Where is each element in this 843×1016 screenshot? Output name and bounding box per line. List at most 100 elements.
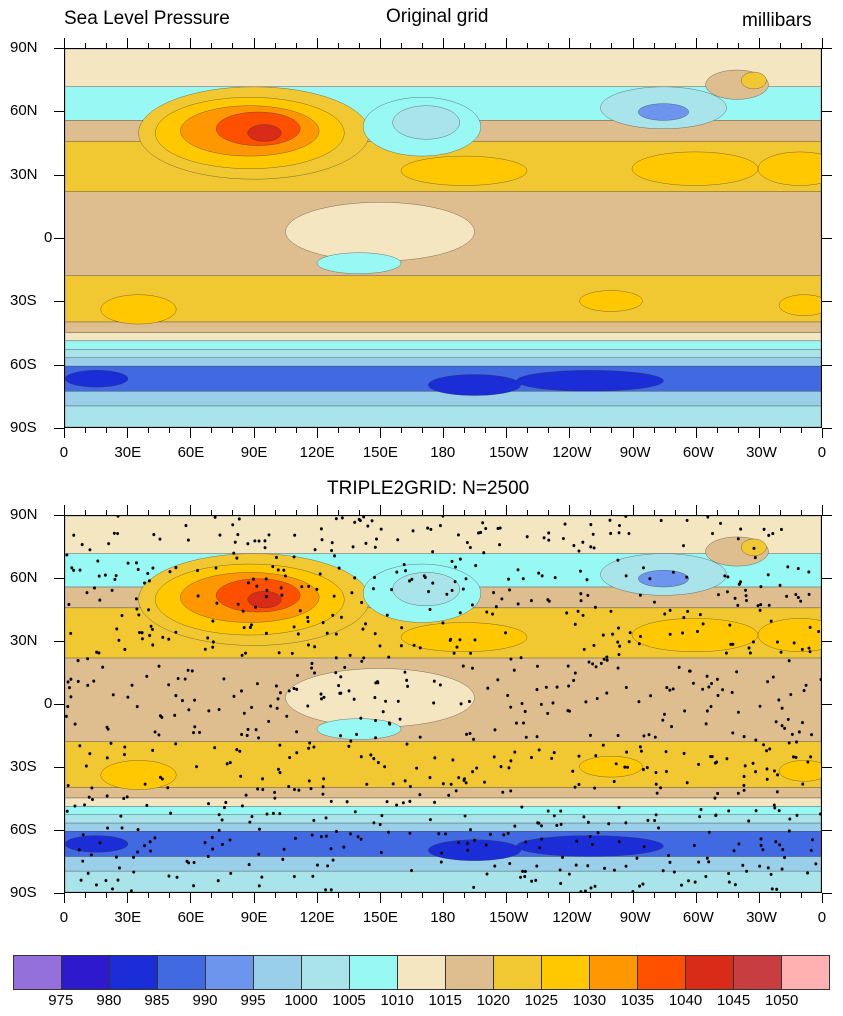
lon-tick (443, 893, 444, 903)
station-dot (577, 782, 581, 787)
pressure-band-1005 (65, 340, 821, 350)
station-dot (776, 640, 779, 644)
station-dot (345, 800, 349, 804)
station-dot (682, 751, 686, 756)
station-dot (244, 651, 248, 655)
station-dot (116, 516, 120, 518)
station-dot (790, 732, 794, 736)
lon-tick (400, 510, 402, 515)
station-dot (765, 777, 769, 781)
lat-tick (54, 767, 64, 768)
station-dot (158, 775, 162, 779)
station-dot (696, 629, 699, 634)
station-dot (612, 779, 616, 784)
station-dot (752, 546, 756, 550)
station-dot (278, 691, 282, 695)
station-dot (553, 576, 557, 580)
station-dot (122, 752, 126, 757)
station-dot (173, 713, 177, 717)
station-dot (66, 704, 70, 709)
station-dot (715, 677, 719, 681)
station-dot (217, 828, 221, 832)
lon-tick (779, 43, 781, 48)
station-dot (588, 834, 592, 839)
station-dot (312, 745, 316, 749)
station-dot (512, 668, 516, 672)
station-dot (232, 551, 236, 555)
lon-tick (443, 428, 444, 438)
station-dot (659, 786, 663, 790)
station-dot (706, 516, 710, 519)
station-dot (492, 591, 496, 595)
station-dot (206, 636, 210, 640)
lon-tick (316, 38, 318, 48)
station-dot (334, 632, 338, 636)
station-dot (77, 848, 81, 852)
station-dot (780, 706, 784, 710)
lon-tick (590, 510, 592, 515)
station-dot (117, 866, 121, 870)
station-dot (483, 780, 486, 784)
lon-tick (64, 505, 65, 515)
station-dot (70, 566, 74, 570)
station-dot (403, 779, 407, 783)
pressure-contour-1025 (778, 760, 821, 782)
station-dot (339, 675, 343, 679)
lon-tick (232, 510, 234, 515)
station-dot (332, 594, 336, 598)
station-dot (639, 749, 643, 753)
station-dot (276, 568, 280, 572)
lon-label: 90E (240, 444, 268, 461)
station-dot (161, 635, 165, 639)
station-dot (736, 710, 740, 714)
station-dot (647, 733, 651, 737)
pressure-contour-1025 (400, 155, 528, 186)
station-dot (192, 731, 196, 735)
station-dot (334, 656, 338, 660)
station-dot (76, 658, 80, 663)
station-dot (153, 836, 157, 840)
colorbar-swatch (158, 956, 206, 989)
station-dot (333, 554, 337, 558)
colorbar-label: 1005 (332, 992, 366, 1009)
station-dot (391, 782, 395, 786)
lon-tick (232, 893, 234, 898)
station-dot (486, 686, 490, 690)
colorbar-label: 1010 (380, 992, 414, 1009)
station-dot (777, 698, 781, 702)
station-dot (575, 839, 579, 843)
station-dot (608, 518, 612, 522)
station-dot (396, 699, 400, 703)
station-dot (358, 518, 362, 523)
station-dot (450, 559, 454, 563)
station-dot (126, 561, 130, 565)
station-dot (797, 730, 801, 734)
station-dot (453, 580, 457, 584)
lon-tick (169, 428, 171, 433)
station-dot (546, 711, 550, 716)
station-dot (774, 840, 778, 844)
station-dot (310, 666, 314, 670)
lon-label: 90W (619, 444, 651, 461)
station-dot (87, 795, 91, 799)
lon-tick (190, 893, 192, 903)
station-dot (591, 662, 595, 666)
lon-tick (295, 43, 297, 48)
station-dot (217, 813, 221, 817)
station-dot (292, 625, 296, 629)
station-dot (342, 845, 346, 849)
station-dot (306, 643, 310, 647)
station-dot (308, 741, 312, 745)
station-dot (250, 814, 254, 819)
station-dot (742, 774, 746, 779)
station-dot (86, 871, 90, 875)
station-dot (271, 811, 275, 815)
station-dot (360, 600, 364, 605)
station-dot (347, 689, 351, 693)
station-dot (408, 831, 412, 835)
station-dot (645, 766, 649, 770)
station-dot (593, 884, 597, 888)
station-dot (540, 837, 544, 841)
station-dot (145, 674, 149, 678)
station-dot (138, 630, 141, 635)
